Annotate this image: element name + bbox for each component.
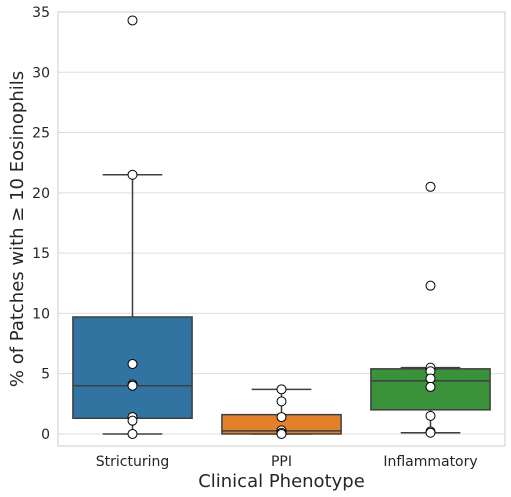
data-point [276,396,287,407]
data-point [425,181,436,192]
boxes [72,174,491,435]
data-point [276,428,287,439]
data-point [425,280,436,291]
y-tick-label: 20 [32,186,50,202]
data-points [127,15,436,439]
y-tick-label: 15 [32,246,50,262]
data-point [127,380,138,391]
data-point [276,412,287,423]
data-point [425,381,436,392]
data-point [425,373,436,384]
data-point [127,428,138,439]
data-point [425,427,436,438]
data-point [425,410,436,421]
y-tick-label: 30 [32,65,50,81]
x-tick-label: PPI [271,454,292,470]
y-tick-labels: 0 5 10 15 20 25 30 35 [32,5,50,443]
x-tick-label: Inflammatory [383,454,477,470]
x-axis-label: Clinical Phenotype [198,471,365,492]
y-axis-label: % of Patches with ≥ 10 Eosinophils [7,71,28,387]
x-tick-label: Stricturing [96,454,170,470]
data-point [127,415,138,426]
y-tick-label: 35 [32,5,50,21]
y-tick-label: 5 [41,367,50,383]
data-point [127,169,138,180]
data-point [276,384,287,395]
data-point [127,359,138,370]
y-tick-label: 25 [32,126,50,142]
y-tick-label: 10 [32,306,50,322]
plot-area-frame [57,11,506,447]
data-point [127,15,138,26]
y-tick-label: 0 [41,427,50,443]
x-tick-labels: Stricturing PPI Inflammatory [96,454,478,470]
